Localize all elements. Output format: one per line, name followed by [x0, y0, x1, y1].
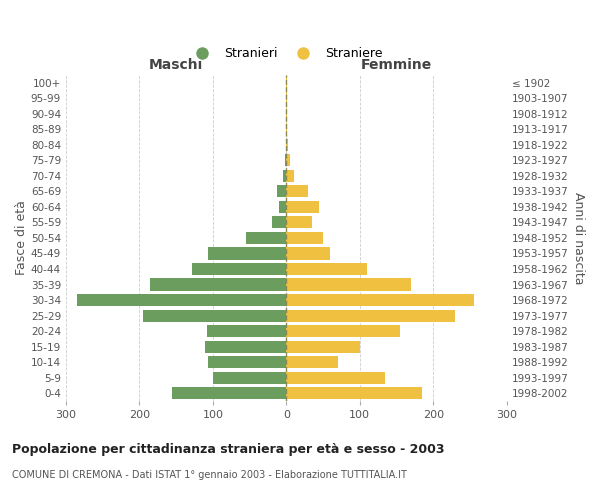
Bar — [77, 294, 286, 306]
Bar — [172, 387, 286, 400]
Bar — [207, 325, 286, 337]
Bar — [272, 216, 286, 228]
Bar — [286, 356, 338, 368]
Bar — [283, 170, 286, 182]
Bar — [286, 248, 331, 260]
Bar — [286, 154, 290, 166]
Bar — [286, 108, 287, 120]
Bar — [286, 263, 367, 275]
Bar — [205, 340, 286, 352]
Y-axis label: Fasce di età: Fasce di età — [15, 200, 28, 276]
Bar — [286, 325, 400, 337]
Bar — [286, 310, 455, 322]
Bar — [286, 92, 287, 104]
Bar — [286, 294, 473, 306]
Bar — [286, 232, 323, 244]
Bar — [143, 310, 286, 322]
Bar — [286, 170, 293, 182]
Bar — [286, 186, 308, 198]
Bar — [208, 248, 286, 260]
Bar — [286, 201, 319, 213]
Bar — [286, 76, 287, 89]
Bar — [192, 263, 286, 275]
Text: Femmine: Femmine — [361, 58, 432, 72]
Bar — [151, 278, 286, 290]
Bar — [286, 123, 287, 136]
Bar — [277, 186, 286, 198]
Bar — [286, 372, 385, 384]
Bar — [286, 216, 312, 228]
Legend: Stranieri, Straniere: Stranieri, Straniere — [185, 42, 388, 65]
Y-axis label: Anni di nascita: Anni di nascita — [572, 192, 585, 284]
Bar — [246, 232, 286, 244]
Text: COMUNE DI CREMONA - Dati ISTAT 1° gennaio 2003 - Elaborazione TUTTITALIA.IT: COMUNE DI CREMONA - Dati ISTAT 1° gennai… — [12, 470, 407, 480]
Bar — [286, 387, 422, 400]
Text: Maschi: Maschi — [149, 58, 203, 72]
Bar — [285, 154, 286, 166]
Bar — [286, 278, 411, 290]
Bar — [208, 356, 286, 368]
Bar — [213, 372, 286, 384]
Text: Popolazione per cittadinanza straniera per età e sesso - 2003: Popolazione per cittadinanza straniera p… — [12, 442, 445, 456]
Bar — [286, 340, 360, 352]
Bar — [279, 201, 286, 213]
Bar — [286, 139, 288, 151]
